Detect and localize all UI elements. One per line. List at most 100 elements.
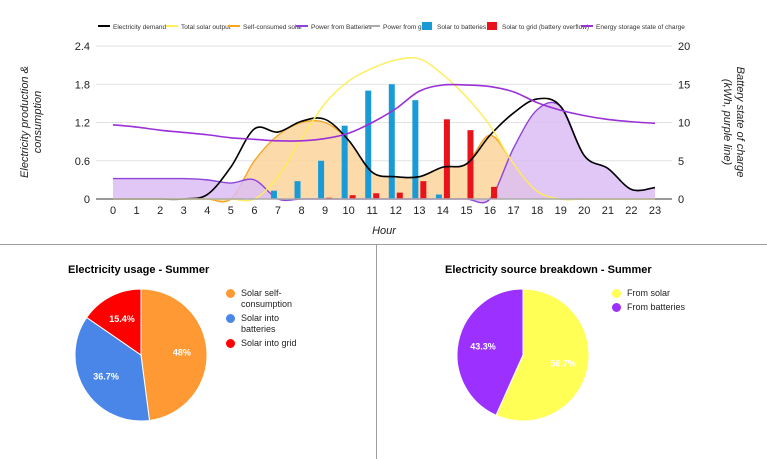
horizontal-divider <box>0 244 767 245</box>
x-tick-label: 10 <box>343 205 355 217</box>
x-tick-label: 0 <box>110 205 116 217</box>
bar-solar-to-grid-battery-overflow- <box>420 181 427 199</box>
bar-solar-to-grid-battery-overflow- <box>467 130 474 199</box>
bar-solar-to-batteries <box>318 160 325 199</box>
legend-item: Solar self-consumption <box>226 288 316 310</box>
pie-slice-solar-self-consumption <box>140 288 208 422</box>
x-tick-label: 20 <box>578 205 590 217</box>
y-tick-label: 2.4 <box>75 41 90 53</box>
legend-item: From batteries <box>612 302 732 313</box>
legend-dot <box>226 314 235 323</box>
x-tick-label: 14 <box>437 205 449 217</box>
pie-slice-label: 48% <box>173 347 191 357</box>
x-tick-label: 16 <box>484 205 496 217</box>
x-axis-title: Hour <box>372 225 397 237</box>
y2-tick-label: 15 <box>678 79 690 91</box>
y2-tick-label: 10 <box>678 118 690 130</box>
legend-item: Solar into grid <box>226 338 316 349</box>
x-tick-label: 2 <box>157 205 163 217</box>
usage-pie-chart: 48% 36.7% 15.4% <box>74 288 208 422</box>
source-pie-legend: From solar From batteries <box>612 288 732 316</box>
legend-label: From batteries <box>627 302 686 312</box>
y2-tick-label: 0 <box>678 194 684 206</box>
legend-dot <box>226 289 235 298</box>
pie-slice-solar-into-batteries <box>74 316 151 422</box>
pie-slice-from-solar <box>495 288 590 422</box>
legend-label: Solar into grid <box>241 338 297 348</box>
x-tick-label: 13 <box>413 205 425 217</box>
x-tick-label: 7 <box>275 205 281 217</box>
x-tick-label: 17 <box>507 205 519 217</box>
x-tick-label: 11 <box>367 205 378 217</box>
y2-axis-title: Battery state of charge(kWh, purple line… <box>721 67 746 178</box>
y-tick-label: 1.8 <box>75 79 90 91</box>
bar-solar-to-batteries <box>412 100 419 199</box>
x-tick-label: 5 <box>228 205 234 217</box>
pie-slice-solar-into-grid <box>85 288 142 356</box>
legend-label: Energy storage state of charge <box>596 24 685 31</box>
x-tick-label: 19 <box>555 205 567 217</box>
legend-swatch <box>422 22 432 30</box>
bar-solar-to-batteries <box>270 190 277 199</box>
source-pie-panel: Electricity source breakdown - Summer 56… <box>377 246 767 459</box>
bar-solar-to-batteries <box>341 125 348 199</box>
x-tick-label: 21 <box>602 205 614 217</box>
bar-solar-to-grid-battery-overflow- <box>373 193 380 199</box>
legend-label: Electricity demand <box>113 24 166 31</box>
x-tick-label: 6 <box>251 205 257 217</box>
area-power-from-batteries <box>113 102 655 203</box>
usage-pie-legend: Solar self-consumption Solar into batteri… <box>226 288 316 352</box>
y-tick-label: 0 <box>84 194 90 206</box>
pie-slice-label: 36.7% <box>93 371 119 381</box>
x-tick-label: 12 <box>390 205 402 217</box>
x-tick-label: 15 <box>460 205 472 217</box>
x-tick-label: 18 <box>531 205 543 217</box>
y2-tick-label: 20 <box>678 41 690 53</box>
x-tick-label: 22 <box>625 205 637 217</box>
legend-dot <box>612 289 621 298</box>
legend-dot <box>612 303 621 312</box>
y-axis-title: Electricity production &consumption <box>19 66 44 178</box>
bar-solar-to-batteries <box>388 84 395 199</box>
usage-pie-title: Electricity usage - Summer <box>68 264 210 276</box>
pie-slice-label: 43.3% <box>470 341 496 351</box>
legend-label: Solar to grid (battery overflow) <box>502 24 589 31</box>
bar-solar-to-grid-battery-overflow- <box>349 195 356 199</box>
bar-solar-to-batteries <box>365 90 372 199</box>
legend-label: Solar self-consumption <box>241 288 293 309</box>
legend-label: Power from Batteries <box>311 24 372 31</box>
legend-dot <box>226 339 235 348</box>
y-tick-label: 0.6 <box>75 156 90 168</box>
vertical-divider <box>376 245 377 459</box>
bar-solar-to-grid-battery-overflow- <box>396 192 403 199</box>
y2-tick-label: 5 <box>678 156 684 168</box>
y-tick-label: 1.2 <box>75 118 90 130</box>
legend-label: Solar to batteries <box>437 24 487 31</box>
x-tick-label: 23 <box>649 205 661 217</box>
legend-label: From solar <box>627 288 671 298</box>
bar-solar-to-batteries <box>294 181 301 199</box>
legend-label: Self-consumed solar <box>243 24 303 31</box>
line-electricity-demand <box>113 97 656 201</box>
x-tick-label: 1 <box>134 205 140 217</box>
legend-item: From solar <box>612 288 732 299</box>
line-state-of-charge <box>112 83 656 142</box>
bar-solar-to-batteries <box>435 194 442 199</box>
bar-solar-to-grid-battery-overflow- <box>491 186 498 199</box>
usage-pie-panel: Electricity usage - Summer 48% 36.7% 15.4%… <box>0 246 376 459</box>
pie-slice-label: 15.4% <box>109 314 135 324</box>
source-pie-chart: 56.7% 43.3% <box>456 288 590 422</box>
legend-label: Solar into batteries <box>241 313 280 334</box>
source-pie-title: Electricity source breakdown - Summer <box>445 264 652 276</box>
x-tick-label: 4 <box>204 205 210 217</box>
legend-item: Solar into batteries <box>226 313 316 335</box>
legend-label: Total solar output <box>181 24 231 31</box>
x-tick-label: 3 <box>181 205 187 217</box>
pie-slice-label: 56.7% <box>550 359 576 369</box>
pie-slice-from-batteries <box>456 288 524 416</box>
x-tick-label: 8 <box>298 205 304 217</box>
legend-label: Power from grid <box>383 24 429 31</box>
bar-solar-to-grid-battery-overflow- <box>443 119 450 199</box>
x-tick-label: 9 <box>322 205 328 217</box>
